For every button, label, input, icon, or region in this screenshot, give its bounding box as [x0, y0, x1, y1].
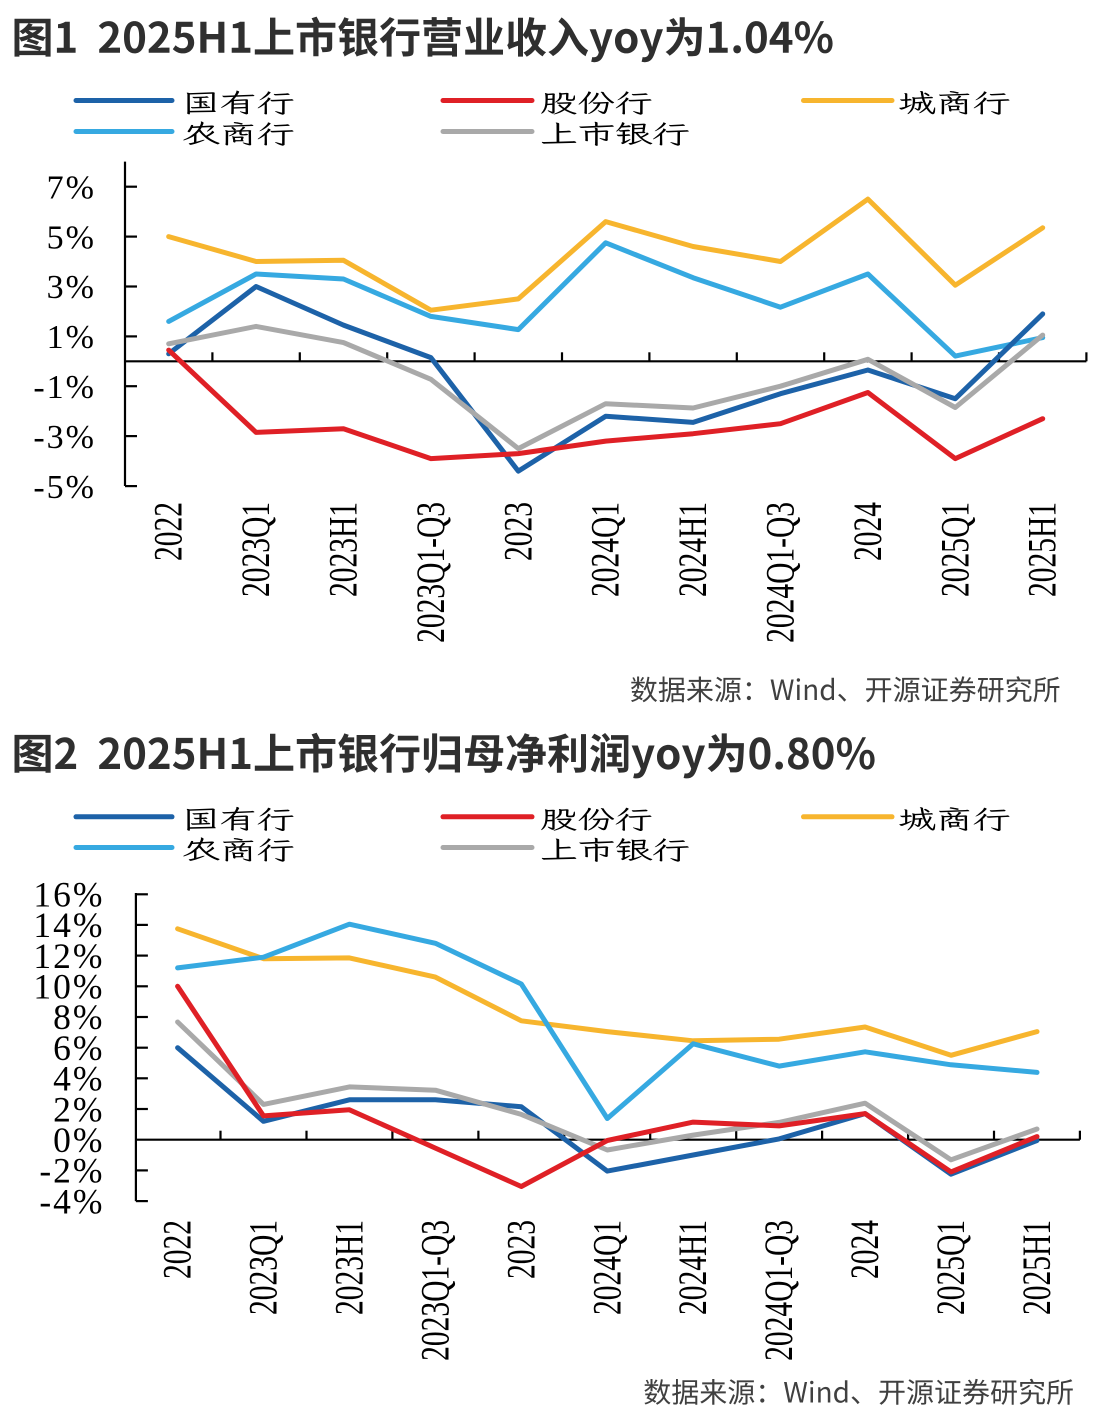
svg-text:2024H1: 2024H1 — [670, 1220, 716, 1315]
svg-text:2023: 2023 — [495, 502, 541, 561]
svg-text:2023H1: 2023H1 — [320, 502, 366, 597]
svg-text:2022: 2022 — [154, 1220, 200, 1279]
svg-text:10%: 10% — [33, 967, 104, 1007]
svg-text:-2%: -2% — [39, 1151, 104, 1191]
svg-text:2%: 2% — [53, 1089, 104, 1129]
svg-text:2025Q1: 2025Q1 — [932, 502, 978, 597]
svg-text:7%: 7% — [47, 169, 96, 206]
svg-text:2025Q1: 2025Q1 — [927, 1220, 973, 1315]
svg-text:2024Q1-Q3: 2024Q1-Q3 — [757, 502, 803, 643]
svg-text:2024Q1-Q3: 2024Q1-Q3 — [755, 1220, 801, 1361]
svg-text:2024Q1: 2024Q1 — [584, 1220, 630, 1315]
svg-text:2024H1: 2024H1 — [669, 502, 715, 597]
svg-text:6%: 6% — [53, 1028, 104, 1068]
svg-text:8%: 8% — [53, 997, 104, 1037]
svg-text:2023Q1: 2023Q1 — [240, 1220, 286, 1315]
svg-text:-5%: -5% — [33, 469, 96, 506]
svg-text:3%: 3% — [47, 269, 96, 306]
svg-text:2022: 2022 — [145, 502, 191, 561]
svg-text:12%: 12% — [33, 936, 104, 976]
svg-text:2023Q1-Q3: 2023Q1-Q3 — [407, 502, 453, 643]
svg-text:-4%: -4% — [39, 1181, 104, 1221]
svg-text:2024Q1: 2024Q1 — [582, 502, 628, 597]
svg-text:2023: 2023 — [498, 1220, 544, 1279]
svg-text:5%: 5% — [47, 219, 96, 256]
svg-text:2023Q1: 2023Q1 — [232, 502, 278, 597]
svg-text:2023Q1-Q3: 2023Q1-Q3 — [412, 1220, 458, 1361]
svg-text:16%: 16% — [33, 875, 104, 915]
svg-text:14%: 14% — [33, 905, 104, 945]
svg-text:1%: 1% — [47, 319, 96, 356]
svg-text:0%: 0% — [53, 1120, 104, 1160]
svg-text:2023H1: 2023H1 — [326, 1220, 372, 1315]
svg-text:2024: 2024 — [841, 1220, 887, 1279]
svg-text:2024: 2024 — [844, 502, 890, 561]
svg-text:2025H1: 2025H1 — [1013, 1220, 1059, 1315]
svg-text:4%: 4% — [53, 1059, 104, 1099]
svg-text:-1%: -1% — [33, 369, 96, 406]
svg-text:2025H1: 2025H1 — [1019, 502, 1065, 597]
svg-text:-3%: -3% — [33, 419, 96, 456]
